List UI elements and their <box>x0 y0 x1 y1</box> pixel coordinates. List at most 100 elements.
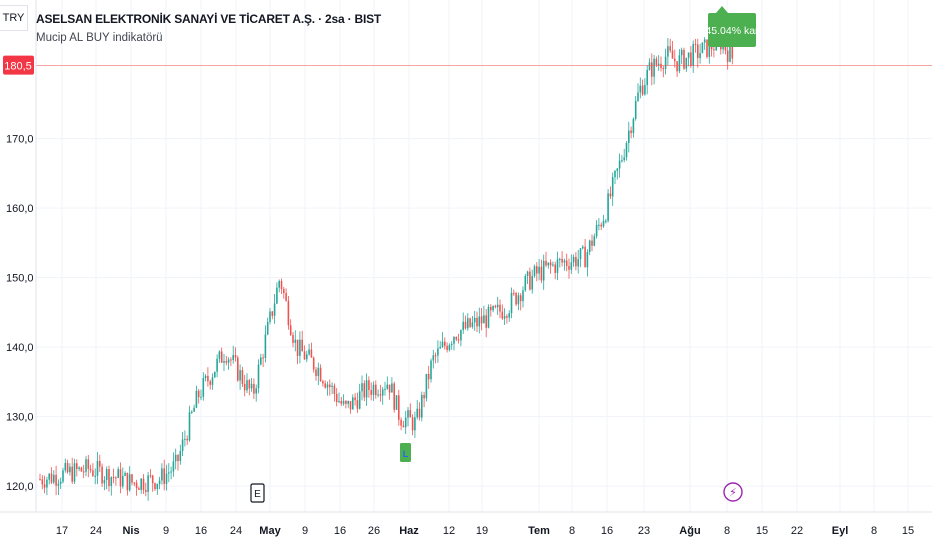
candle <box>151 474 154 492</box>
candle-body <box>209 381 211 385</box>
candle <box>591 234 593 252</box>
candle-body <box>393 383 395 410</box>
candle-body <box>41 479 44 485</box>
candle <box>464 315 467 330</box>
candle <box>469 317 471 329</box>
candle <box>128 466 131 492</box>
candle-body <box>634 101 637 119</box>
candle <box>395 395 398 411</box>
candle <box>188 405 191 442</box>
candle-body <box>462 321 464 331</box>
candle-body <box>195 390 198 408</box>
x-tick-label: Tem <box>528 525 550 537</box>
candle-body <box>119 469 122 487</box>
candle-body <box>82 471 85 473</box>
candle <box>216 354 218 378</box>
candle-body <box>600 224 602 227</box>
candle-body <box>370 390 372 395</box>
candle <box>632 117 635 138</box>
candle <box>273 294 276 324</box>
candle-body <box>547 262 550 266</box>
candle-body <box>726 50 729 62</box>
candle-body <box>179 451 182 461</box>
candle <box>531 269 533 294</box>
candle <box>540 259 543 284</box>
candle-body <box>57 483 60 486</box>
x-tick-label: 17 <box>56 525 68 537</box>
candle <box>117 466 119 479</box>
candle <box>352 394 354 410</box>
candle-body <box>506 316 508 318</box>
candle <box>204 374 207 382</box>
candle <box>425 373 428 402</box>
candle-body <box>158 480 161 484</box>
candle <box>614 169 616 185</box>
candle-body <box>48 473 50 480</box>
y-tick-label: 120,0 <box>6 481 34 493</box>
candle <box>648 58 651 71</box>
candle-body <box>625 143 628 158</box>
candle-body <box>662 68 665 70</box>
candle-body <box>529 271 531 290</box>
candle <box>326 381 329 396</box>
candle-body <box>559 258 561 260</box>
candle <box>432 349 435 369</box>
candle <box>345 399 347 409</box>
candle-body <box>193 407 195 412</box>
candle <box>462 312 464 335</box>
candle-body <box>345 400 347 404</box>
indicator-label[interactable]: Mucip AL BUY indikatörü <box>36 32 163 44</box>
candle-body <box>257 364 260 389</box>
candle <box>179 444 182 465</box>
candle <box>657 55 660 71</box>
x-tick-label: 9 <box>302 525 308 537</box>
currency-label[interactable]: TRY <box>0 5 28 31</box>
candle <box>547 262 550 269</box>
candle-body <box>703 39 706 43</box>
candle <box>76 459 78 477</box>
candle <box>269 308 271 325</box>
candle-body <box>308 349 310 355</box>
symbol-title[interactable]: ASELSAN ELEKTRONİK SANAYİ VE TİCARET A.Ş… <box>36 12 382 26</box>
candle-body <box>331 385 333 387</box>
candle-body <box>131 474 133 483</box>
candle <box>538 259 540 281</box>
candle-body <box>289 325 292 335</box>
candle-body <box>588 240 591 253</box>
candle-body <box>476 317 478 327</box>
candle-body <box>584 246 586 268</box>
candle-body <box>202 377 205 397</box>
candle <box>418 402 421 421</box>
candle <box>563 258 566 271</box>
candle-body <box>386 384 389 389</box>
candle-body <box>421 394 423 418</box>
candle <box>600 222 602 231</box>
candle-body <box>409 410 412 418</box>
candle <box>434 352 437 364</box>
candle-body <box>264 334 267 358</box>
candle <box>676 61 678 77</box>
candle-body <box>446 345 448 351</box>
candle-body <box>667 46 669 57</box>
candle-body <box>147 475 149 492</box>
x-tick-label: 26 <box>368 525 380 537</box>
candle <box>253 378 255 400</box>
candle-body <box>680 49 683 56</box>
candle-body <box>59 481 62 484</box>
candle-body <box>191 411 193 413</box>
candle <box>522 286 524 308</box>
candle-body <box>280 281 283 290</box>
candle-body <box>181 439 184 452</box>
candle-body <box>674 58 676 62</box>
y-tick-label: 130,0 <box>6 412 34 424</box>
candle-body <box>471 322 474 327</box>
x-tick-label: 23 <box>638 525 650 537</box>
candle-body <box>501 311 504 319</box>
candle-body <box>363 383 366 398</box>
candle <box>361 375 363 401</box>
candle-body <box>697 44 699 59</box>
candle <box>260 353 262 366</box>
candle-body <box>524 275 527 291</box>
candle-body <box>126 472 129 491</box>
